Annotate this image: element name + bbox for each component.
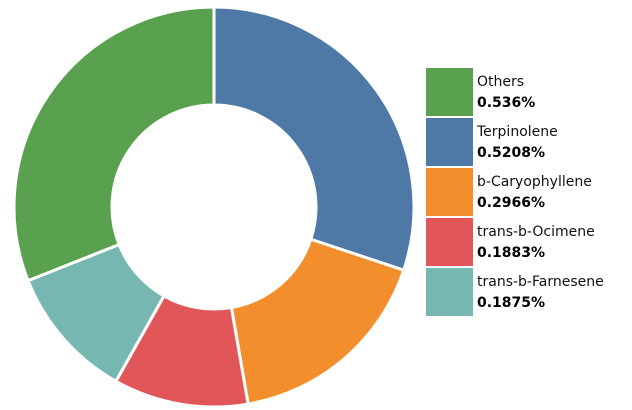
legend-swatch-others bbox=[426, 68, 473, 116]
legend-value-trans-b-ocimene: 0.1883% bbox=[477, 245, 545, 261]
legend-label-others: Others bbox=[477, 74, 524, 90]
legend-label-trans-b-ocimene: trans-b-Ocimene bbox=[477, 224, 595, 240]
legend-swatch-terpinolene bbox=[426, 118, 473, 166]
legend-value-others: 0.536% bbox=[477, 95, 535, 111]
legend-value-terpinolene: 0.5208% bbox=[477, 145, 545, 161]
legend-label-b-caryophyllene: b-Caryophyllene bbox=[477, 174, 592, 190]
legend-item-trans-b-ocimene[interactable]: trans-b-Ocimene 0.1883% bbox=[426, 218, 595, 266]
legend-swatch-b-caryophyllene bbox=[426, 168, 473, 216]
legend-item-b-caryophyllene[interactable]: b-Caryophyllene 0.2966% bbox=[426, 168, 592, 216]
legend-label-terpinolene: Terpinolene bbox=[476, 124, 558, 140]
slice-terpinolene[interactable] bbox=[212, 5, 416, 273]
legend-label-trans-b-farnesene: trans-b-Farnesene bbox=[477, 274, 604, 290]
slice-others[interactable] bbox=[12, 5, 216, 283]
legend: Others 0.536% Terpinolene 0.5208% b-Caryophy… bbox=[426, 68, 604, 316]
legend-swatch-trans-b-farnesene bbox=[426, 268, 473, 316]
legend-item-others[interactable]: Others 0.536% bbox=[426, 68, 535, 116]
legend-value-b-caryophyllene: 0.2966% bbox=[477, 195, 545, 211]
legend-value-trans-b-farnesene: 0.1875% bbox=[477, 295, 545, 311]
legend-item-terpinolene[interactable]: Terpinolene 0.5208% bbox=[426, 118, 558, 166]
donut-slices bbox=[12, 5, 416, 409]
legend-item-trans-b-farnesene[interactable]: trans-b-Farnesene 0.1875% bbox=[426, 268, 604, 316]
legend-swatch-trans-b-ocimene bbox=[426, 218, 473, 266]
slice-b-caryophyllene[interactable] bbox=[229, 237, 406, 406]
